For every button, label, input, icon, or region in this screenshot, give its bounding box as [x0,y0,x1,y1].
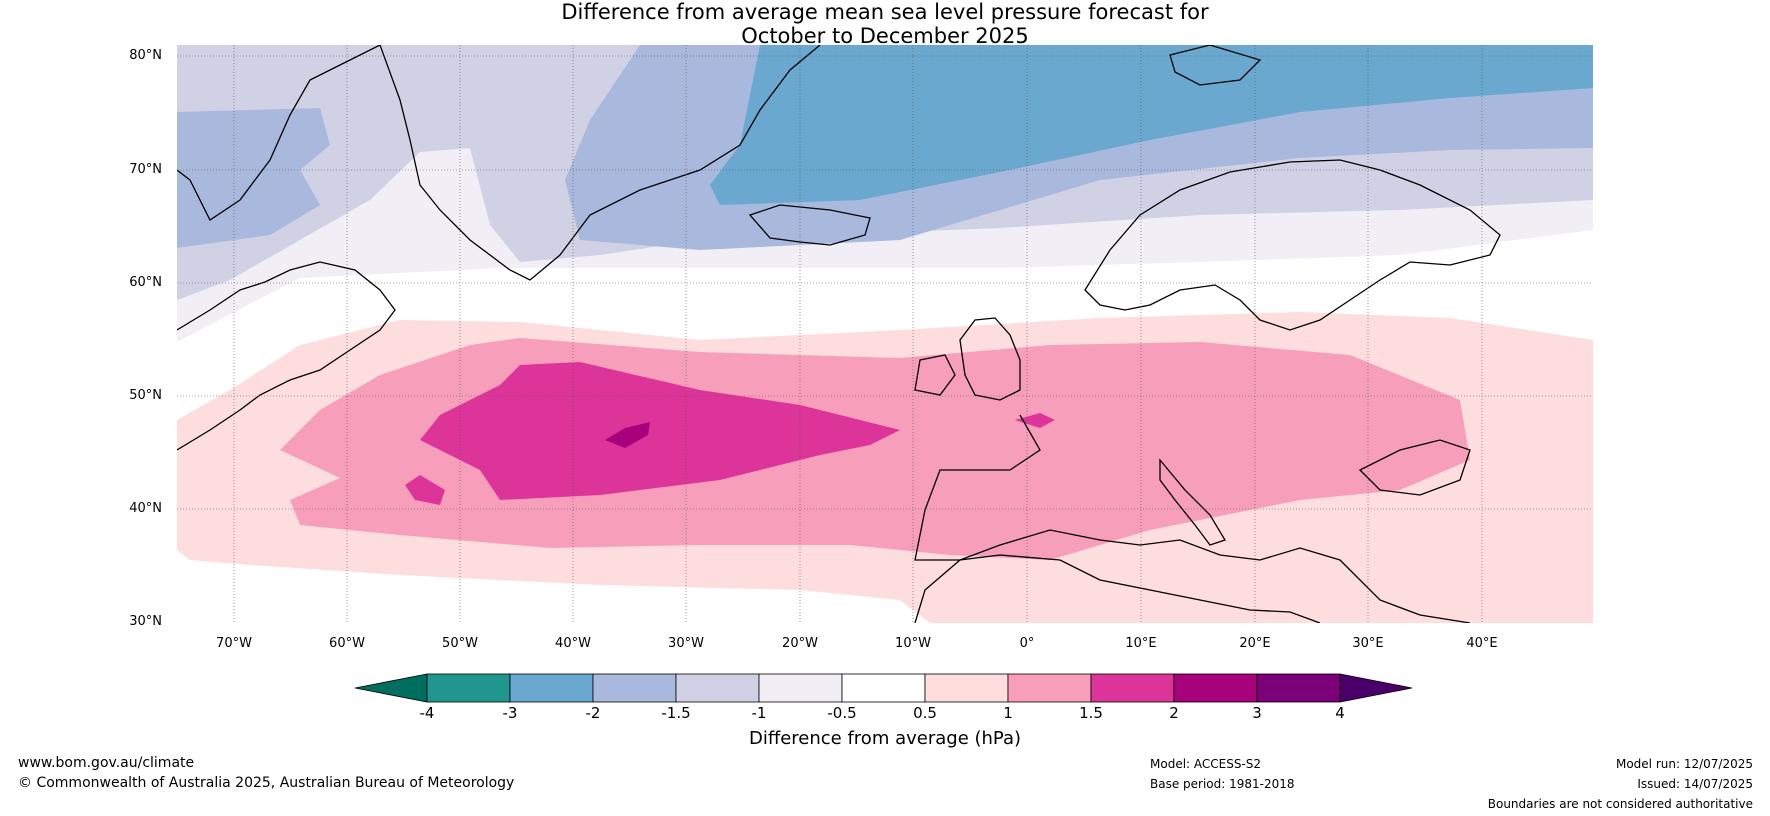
map-title: Difference from average mean sea level p… [0,0,1770,48]
graticule [177,45,1593,623]
lon-label-10w: 10°W [895,636,931,651]
lat-label-60n: 60°N [129,275,162,290]
lat-label-50n: 50°N [129,388,162,403]
lon-label-30e: 30°E [1352,636,1384,651]
anomaly-band-minus-2 [710,45,1593,205]
iceland-coast [748,204,871,246]
copyright-text: © Commonwealth of Australia 2025, Austra… [18,775,515,791]
colorbar-tick-label: -1.5 [661,704,691,722]
greenland-west-coast [177,45,381,221]
title-line-2: October to December 2025 [741,24,1029,48]
black-sea-coast [1358,439,1471,496]
lon-label-10e: 10°E [1125,636,1157,651]
lon-label-50w: 50°W [442,636,478,651]
colorbar-tick-label: -2 [585,704,601,722]
coastlines [177,45,1501,623]
lon-label-30w: 30°W [668,636,704,651]
uk-coast [959,317,1021,401]
italy-coast [1159,458,1226,546]
lon-label-20w: 20°W [782,636,818,651]
colorbar-tick-label: -0.5 [827,704,857,722]
anomaly-band-minus-1.5 [177,108,330,248]
model-name: Model: ACCESS-S2 [1150,757,1262,771]
greenland-coast [379,45,821,281]
lon-label-20e: 20°E [1239,636,1271,651]
lat-label-40n: 40°N [129,501,162,516]
lat-label-70n: 70°N [129,162,162,177]
lon-label-40e: 40°E [1466,636,1498,651]
anomaly-band-1.5-france [1015,413,1055,428]
model-run: Model run: 12/07/2025 [1615,757,1753,771]
colorbar-tick-label: 1.5 [1079,704,1103,722]
base-period: Base period: 1981-2018 [1150,777,1295,791]
lat-label-80n: 80°N [129,48,162,63]
anomaly-band-2 [605,422,650,448]
colorbar-tick-label: -1 [751,704,767,722]
title-line-1: Difference from average mean sea level p… [561,0,1209,24]
lon-label-70w: 70°W [216,636,252,651]
colorbar-tick-label: 3 [1252,704,1262,722]
colorbar-tick-label: 2 [1169,704,1179,722]
lat-label-30n: 30°N [129,614,162,629]
canada-coast [177,261,396,451]
europe-coast [914,414,1471,623]
scandinavia-coast [1084,159,1501,331]
boundary-disclaimer: Boundaries are not considered authoritat… [1487,797,1753,811]
issued-date: Issued: 14/07/2025 [1637,777,1753,791]
lon-label-40w: 40°W [555,636,591,651]
colorbar-tick-label: 0.5 [913,704,937,722]
lon-label-0: 0° [1019,636,1035,651]
website-url: www.bom.gov.au/climate [18,755,195,771]
africa-coast [914,554,1321,623]
svalbard-coast [1169,45,1262,86]
lon-label-60w: 60°W [329,636,365,651]
colorbar-tick-label: -3 [502,704,518,722]
colorbar-tick-label: 4 [1335,704,1345,722]
colorbar-tick-label: 1 [1003,704,1013,722]
ireland-coast [914,354,956,396]
anomaly-band-1.5 [420,362,900,500]
colorbar-tick-label: -4 [419,704,435,722]
colorbar-label: Difference from average (hPa) [748,728,1022,749]
anomaly-band-1.5-small [405,475,445,505]
